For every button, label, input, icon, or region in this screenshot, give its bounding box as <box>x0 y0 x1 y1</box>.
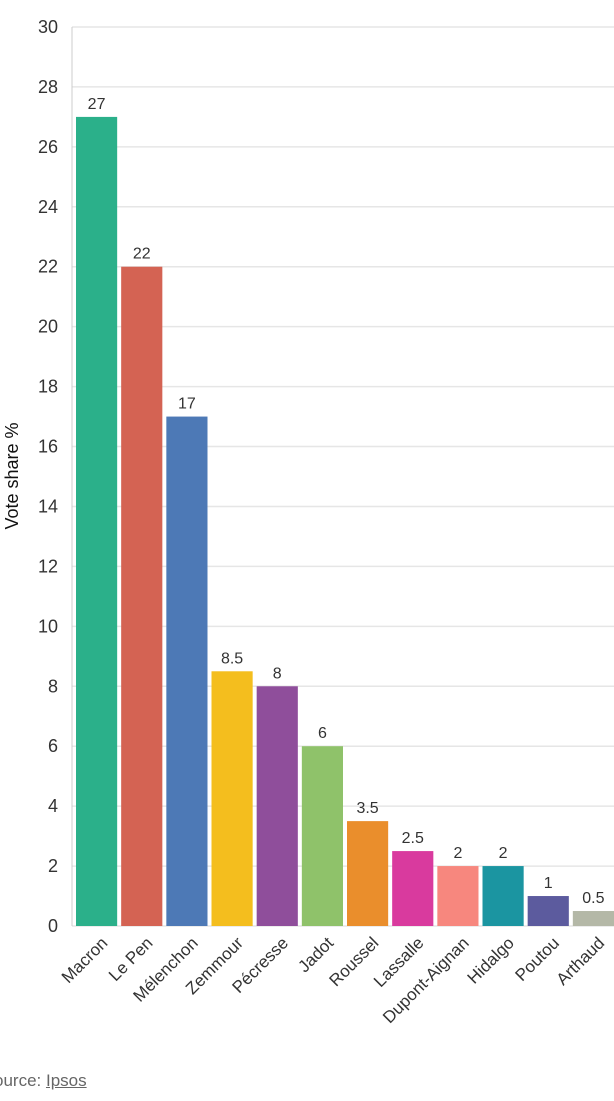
value-label: 2.5 <box>402 830 424 847</box>
value-label: 8 <box>273 665 282 682</box>
bars <box>76 116 614 926</box>
bar-macron[interactable] <box>76 116 118 926</box>
bar-p-cresse[interactable] <box>256 686 298 926</box>
value-label: 2 <box>453 845 462 862</box>
bar-le-pen[interactable] <box>121 266 163 926</box>
y-tick-label: 22 <box>38 257 58 277</box>
bar-roussel[interactable] <box>347 821 389 926</box>
bar-poutou[interactable] <box>527 896 569 926</box>
source-prefix: ource: <box>0 1071 42 1090</box>
x-tick-label: Hidalgo <box>464 933 518 987</box>
source-link[interactable]: Ipsos <box>45 1071 87 1090</box>
y-axis-title: Vote share % <box>2 422 22 529</box>
y-tick-label: 12 <box>38 556 58 576</box>
y-tick-label: 4 <box>48 796 58 816</box>
source-note: ource: Ipsos <box>0 1071 87 1091</box>
bar-jadot[interactable] <box>301 746 343 926</box>
value-label: 3.5 <box>356 800 378 817</box>
x-tick-label: Jadot <box>294 933 337 976</box>
value-label: 8.5 <box>221 650 243 667</box>
bar-m-lenchon[interactable] <box>166 416 208 926</box>
y-tick-label: 26 <box>38 137 58 157</box>
y-tick-label: 24 <box>38 197 58 217</box>
y-tick-label: 2 <box>48 856 58 876</box>
y-tick-label: 14 <box>38 496 58 516</box>
y-tick-label: 30 <box>38 17 58 37</box>
bar-hidalgo[interactable] <box>482 866 524 926</box>
value-label: 22 <box>133 246 151 263</box>
y-tick-label: 6 <box>48 736 58 756</box>
value-label: 27 <box>88 96 106 113</box>
y-tick-label: 16 <box>38 437 58 457</box>
y-tick-label: 0 <box>48 916 58 936</box>
y-tick-label: 8 <box>48 676 58 696</box>
x-tick-label: Arthaud <box>553 933 609 989</box>
bar-arthaud[interactable] <box>572 911 614 926</box>
bar-zemmour[interactable] <box>211 671 253 926</box>
y-tick-label: 10 <box>38 616 58 636</box>
y-tick-label: 18 <box>38 377 58 397</box>
y-tick-label: 28 <box>38 77 58 97</box>
y-tick-label: 20 <box>38 317 58 337</box>
value-label: 6 <box>318 725 327 742</box>
bar-lassalle[interactable] <box>392 851 434 926</box>
x-tick-label: Macron <box>58 933 112 987</box>
value-label: 0.5 <box>582 890 604 907</box>
bar-dupont-aignan[interactable] <box>437 866 479 926</box>
value-label: 17 <box>178 396 196 413</box>
value-label: 1 <box>544 875 553 892</box>
value-label: 2 <box>499 845 508 862</box>
